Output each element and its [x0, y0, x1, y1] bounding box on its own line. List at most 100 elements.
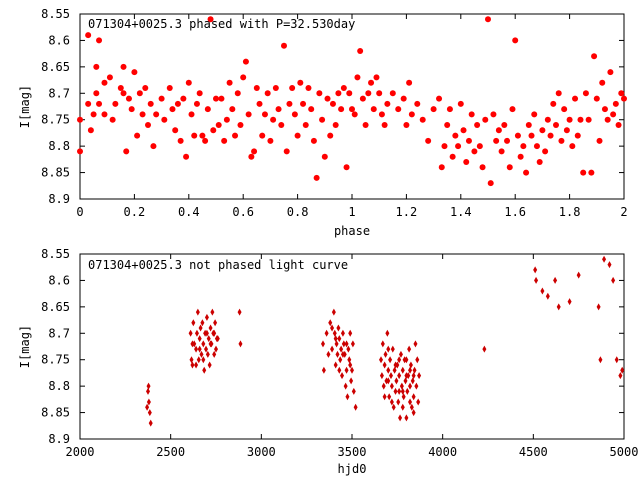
- data-point: [248, 153, 255, 160]
- data-point: [386, 366, 391, 374]
- data-point: [208, 324, 213, 332]
- x-tick-label: 2: [620, 205, 627, 219]
- data-point: [340, 85, 347, 91]
- data-point: [302, 122, 309, 128]
- data-point: [109, 116, 116, 123]
- data-point: [142, 85, 149, 91]
- data-point: [353, 403, 358, 411]
- data-point: [333, 361, 338, 369]
- x-tick-label: 0.4: [178, 205, 200, 219]
- data-point: [218, 95, 225, 102]
- unphased-light-curve-panel: 2000 2500 3000 3500 4000 4500 5000 8.55 8.6 8.65 8…: [18, 247, 638, 476]
- data-point: [438, 164, 445, 171]
- data-point: [449, 153, 456, 160]
- data-point: [348, 329, 353, 337]
- data-point: [328, 319, 333, 327]
- data-point: [202, 366, 207, 374]
- data-point: [329, 100, 336, 107]
- data-point: [525, 122, 532, 128]
- data-point: [190, 361, 195, 369]
- data-point: [389, 398, 394, 406]
- data-point: [169, 106, 176, 113]
- data-point: [555, 90, 562, 97]
- data-point: [482, 116, 489, 123]
- data-point: [189, 356, 194, 364]
- data-point: [270, 116, 277, 123]
- data-point: [392, 366, 397, 374]
- data-point: [188, 111, 195, 118]
- data-point: [286, 100, 293, 107]
- data-point: [190, 340, 195, 348]
- data-point: [234, 90, 241, 97]
- data-point: [340, 350, 345, 358]
- data-point: [574, 132, 581, 139]
- data-point: [452, 132, 459, 139]
- y-tick-label: 8.65: [41, 300, 70, 314]
- data-point: [146, 382, 151, 390]
- data-point: [404, 356, 409, 364]
- data-point: [237, 122, 244, 128]
- data-point: [398, 414, 403, 422]
- data-point: [204, 345, 209, 353]
- data-point: [321, 153, 328, 160]
- data-point: [349, 106, 355, 113]
- data-point: [517, 153, 524, 160]
- data-point: [207, 361, 212, 369]
- data-point: [430, 106, 437, 113]
- y-tick-label: 8.7: [48, 326, 70, 340]
- data-point: [351, 111, 358, 118]
- data-point: [348, 361, 353, 369]
- data-point: [388, 372, 393, 380]
- data-point: [582, 90, 589, 97]
- data-point: [487, 180, 494, 187]
- data-point: [612, 100, 619, 107]
- data-point: [457, 100, 464, 107]
- data-point: [593, 95, 600, 102]
- x-tick-label: 1.4: [450, 205, 472, 219]
- data-point: [146, 387, 150, 395]
- data-point: [417, 372, 422, 380]
- x-tick-label: 1.8: [559, 205, 581, 219]
- data-point: [558, 137, 565, 144]
- unphased-y-axis-label: I[mag]: [18, 325, 32, 368]
- data-point: [553, 122, 559, 128]
- data-point: [200, 319, 205, 327]
- data-point: [333, 335, 338, 343]
- x-tick-label: 2500: [156, 445, 185, 459]
- data-point: [324, 95, 331, 102]
- data-point: [580, 169, 587, 176]
- data-point: [330, 324, 335, 332]
- data-point: [131, 69, 138, 76]
- unphased-plot-frame: [79, 253, 625, 440]
- data-point: [232, 132, 239, 139]
- x-tick-label: 4500: [519, 445, 548, 459]
- data-point: [96, 100, 103, 107]
- data-point: [267, 137, 274, 144]
- data-point: [528, 132, 535, 139]
- data-point: [395, 106, 402, 113]
- data-point: [512, 37, 519, 44]
- data-point: [533, 143, 540, 150]
- unphased-data-points: [145, 255, 625, 427]
- data-point: [261, 111, 268, 118]
- data-point: [620, 366, 625, 374]
- data-point: [177, 137, 184, 144]
- y-tick-label: 8.6: [48, 273, 70, 287]
- data-point: [389, 90, 396, 97]
- data-point: [425, 137, 432, 144]
- data-point: [201, 340, 206, 348]
- data-point: [365, 90, 372, 97]
- data-point: [112, 100, 119, 107]
- data-point: [123, 148, 130, 155]
- data-point: [569, 143, 576, 150]
- data-point: [278, 122, 285, 128]
- data-point: [408, 366, 413, 374]
- data-point: [213, 95, 219, 102]
- data-point: [197, 335, 202, 343]
- data-point: [391, 403, 396, 411]
- y-tick-label: 8.6: [48, 33, 70, 47]
- data-point: [576, 271, 581, 279]
- data-point: [147, 100, 154, 107]
- data-point: [336, 324, 341, 332]
- data-point: [281, 42, 287, 49]
